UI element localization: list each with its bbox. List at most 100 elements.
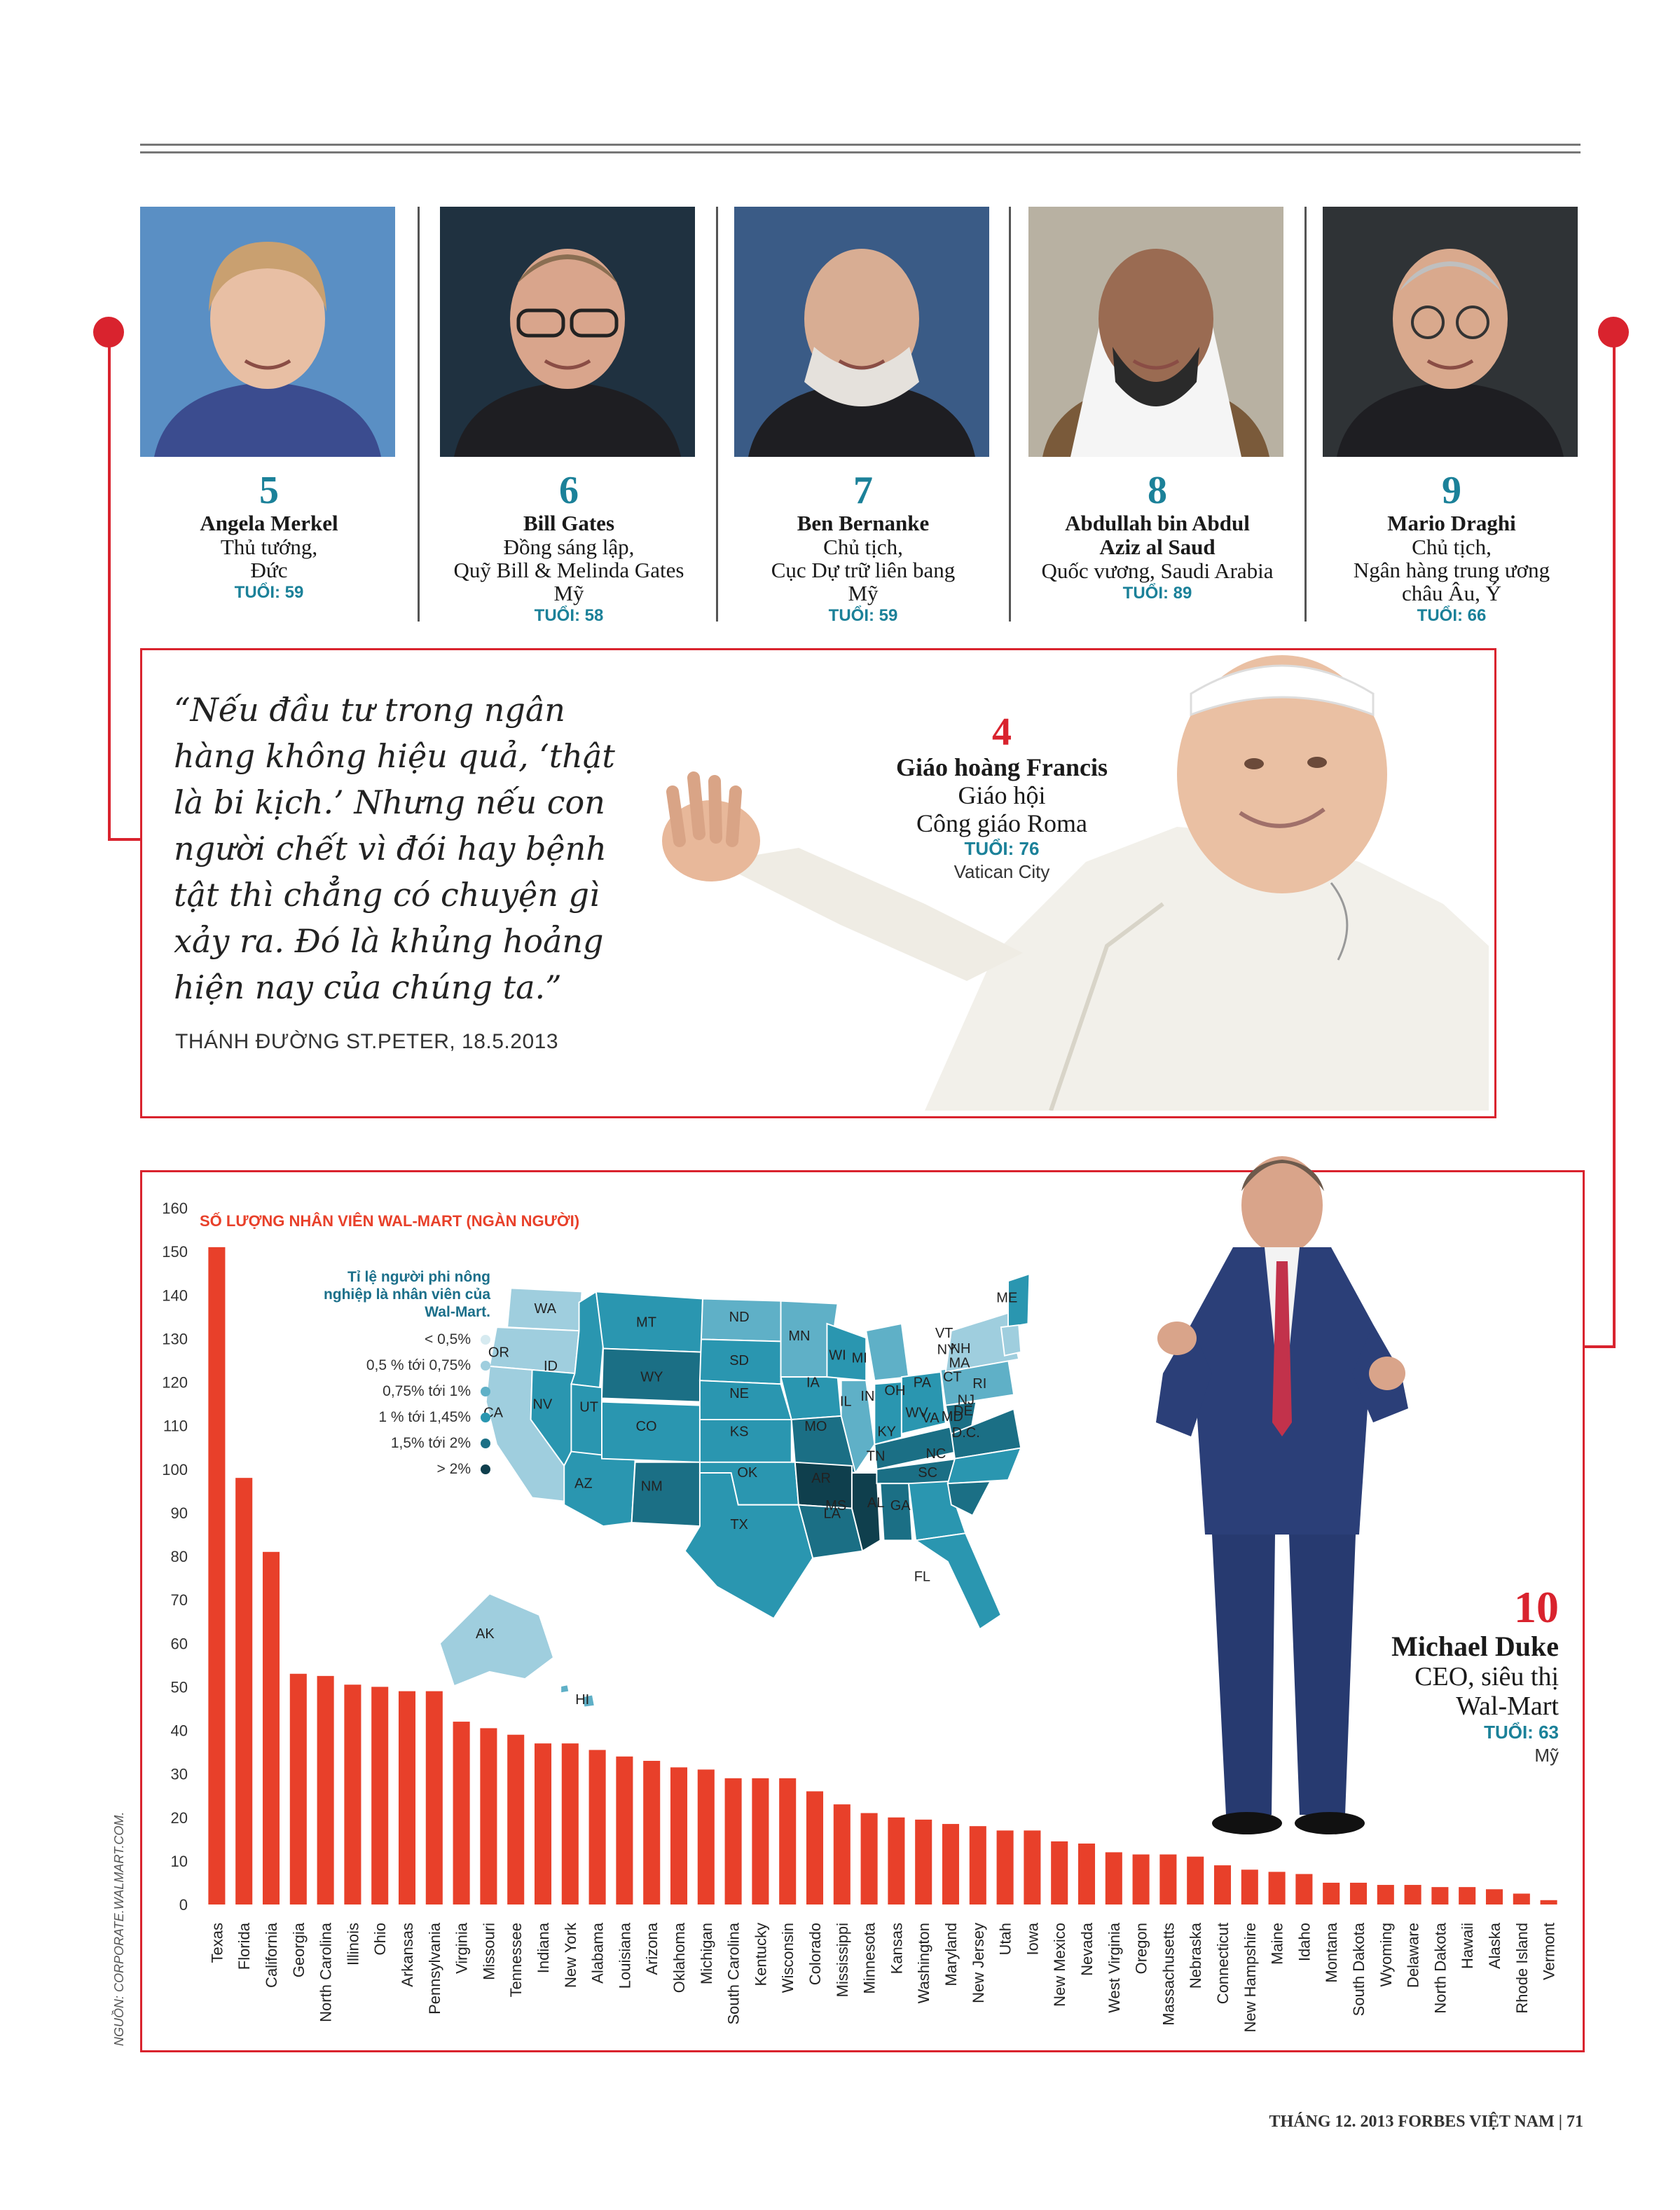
state-shape <box>439 1593 555 1687</box>
state-label: LA <box>823 1506 841 1522</box>
person-place: Vatican City <box>953 861 1050 882</box>
state-shape <box>851 1472 881 1553</box>
state-label: VA <box>921 1411 939 1426</box>
state-label: MO <box>804 1419 827 1434</box>
person-name: Michael Duke <box>1391 1631 1559 1662</box>
legend-swatch <box>481 1413 490 1423</box>
legend-title: nghiệp là nhân viên của <box>323 1286 490 1303</box>
person-age: TUỔI: 76 <box>964 838 1040 859</box>
rank-number: 8 <box>1148 469 1167 512</box>
person-title: Quỹ Bill & Melinda Gates <box>453 558 684 582</box>
legend-item: < 0,5% <box>280 1326 490 1352</box>
state-label: WY <box>640 1370 663 1385</box>
top-rule-2 <box>140 151 1581 153</box>
person-title: Wal-Mart <box>1456 1691 1559 1721</box>
state-label: WV <box>905 1405 928 1420</box>
state-shape <box>684 1472 814 1620</box>
person-name: Aziz al Saud <box>1099 535 1216 559</box>
state-label: MS <box>825 1498 846 1514</box>
state-label: OH <box>884 1383 905 1399</box>
state-label: AR <box>811 1471 831 1486</box>
person-title: CEO, siêu thị <box>1414 1662 1559 1691</box>
state-shape <box>874 1381 902 1446</box>
source-note: NGUỒN: CORPORATE.WALMART.COM. <box>112 1811 126 2046</box>
top-rule <box>140 144 1581 146</box>
legend-item: 1 % tới 1,45% <box>280 1404 490 1430</box>
state-label: OK <box>737 1465 758 1481</box>
portrait-photo <box>440 207 695 457</box>
person-title: Ngân hàng trung ương <box>1353 558 1550 582</box>
rank-number: 9 <box>1442 469 1461 512</box>
column-divider <box>418 207 420 622</box>
legend-swatch <box>481 1464 490 1475</box>
page-footer: THÁNG 12. 2013 FORBES VIỆT NAM | 71 <box>1269 2113 1583 2131</box>
person-name: Bill Gates <box>523 511 615 535</box>
person-title: Chủ tịch, <box>823 535 903 559</box>
column-divider <box>716 207 718 622</box>
state-shape <box>570 1383 603 1460</box>
state-shape <box>581 1694 595 1708</box>
state-label: NJ <box>958 1392 975 1408</box>
state-label: TN <box>867 1449 886 1464</box>
state-label: KY <box>877 1425 896 1440</box>
state-label: NM <box>641 1479 663 1495</box>
state-label: FL <box>914 1569 930 1584</box>
pope-figure <box>631 652 1489 1111</box>
chart-title: SỐ LƯỢNG NHÂN VIÊN WAL-MART (NGÀN NGƯỜI) <box>200 1212 580 1230</box>
state-label: WI <box>829 1347 846 1363</box>
state-label: ID <box>544 1359 558 1374</box>
person-age: TUỔI: 59 <box>828 606 898 625</box>
state-label: NH <box>951 1341 971 1357</box>
state-label: AL <box>867 1495 884 1511</box>
state-label: TX <box>730 1517 748 1532</box>
state-label: AK <box>476 1626 495 1642</box>
connector-right-h <box>1581 1345 1616 1348</box>
legend-swatch <box>481 1387 490 1397</box>
pope-quote: “Nếu đầu tư trong ngân hàng không hiệu qu… <box>174 691 615 1006</box>
state-label: UT <box>579 1400 598 1415</box>
person-info: 8 Abdullah bin Abdul Aziz al Saud Quốc vươn… <box>1017 469 1297 605</box>
state-label: NV <box>532 1397 552 1413</box>
person-age: TUỔI: 59 <box>234 583 304 602</box>
state-label: CO <box>636 1419 657 1434</box>
state-label: IA <box>806 1375 820 1390</box>
legend-swatch <box>481 1335 490 1345</box>
state-label: WA <box>534 1301 556 1317</box>
michael-duke-figure <box>1156 1156 1408 1834</box>
person-info: 5 Angela Merkel Thủ tướng, Đức TUỔI: 59 <box>129 469 409 604</box>
portrait-photo <box>1323 207 1578 457</box>
legend-label: > 2% <box>436 1461 471 1477</box>
person-age: TUỔI: 66 <box>1417 606 1487 625</box>
person-title: Đồng sáng lập, <box>503 535 635 559</box>
state-label: RI <box>972 1376 986 1392</box>
person-title: châu Âu, Ý <box>1401 581 1502 605</box>
rank-number: 6 <box>559 469 579 512</box>
state-shape <box>946 1481 992 1517</box>
person-title: Mỹ <box>553 581 584 605</box>
legend-label: 0,75% tới 1% <box>383 1383 471 1399</box>
state-label: HI <box>575 1692 589 1708</box>
legend-label: 0,5 % tới 0,75% <box>366 1357 471 1373</box>
person-title: Quốc vương, Saudi Arabia <box>1041 558 1274 583</box>
state-shape <box>560 1684 570 1694</box>
legend-swatch <box>481 1361 490 1371</box>
legend-swatch <box>481 1439 490 1449</box>
state-label: D.C. <box>952 1425 980 1441</box>
quote-source: THÁNH ĐƯỜNG ST.PETER, 18.5.2013 <box>175 1030 559 1053</box>
person-title: Đức <box>250 558 288 582</box>
state-label: ND <box>729 1310 750 1325</box>
state-shape <box>840 1380 876 1475</box>
state-shape <box>879 1483 914 1542</box>
person-title: Chủ tịch, <box>1412 535 1492 559</box>
state-label: IL <box>840 1394 852 1410</box>
legend-label: 1 % tới 1,45% <box>378 1409 471 1425</box>
state-label: AZ <box>574 1476 593 1492</box>
rank-number: 10 <box>1514 1582 1559 1632</box>
map-legend: Tỉ lệ người phi nông nghiệp là nhân viên… <box>280 1268 490 1482</box>
person-name: Giáo hoàng Francis <box>895 753 1108 781</box>
person-name: Abdullah bin Abdul <box>1065 511 1250 535</box>
connector-left-h <box>108 838 143 841</box>
state-label: GA <box>890 1498 911 1514</box>
state-label: MT <box>636 1315 656 1331</box>
legend-item: > 2% <box>280 1456 490 1482</box>
